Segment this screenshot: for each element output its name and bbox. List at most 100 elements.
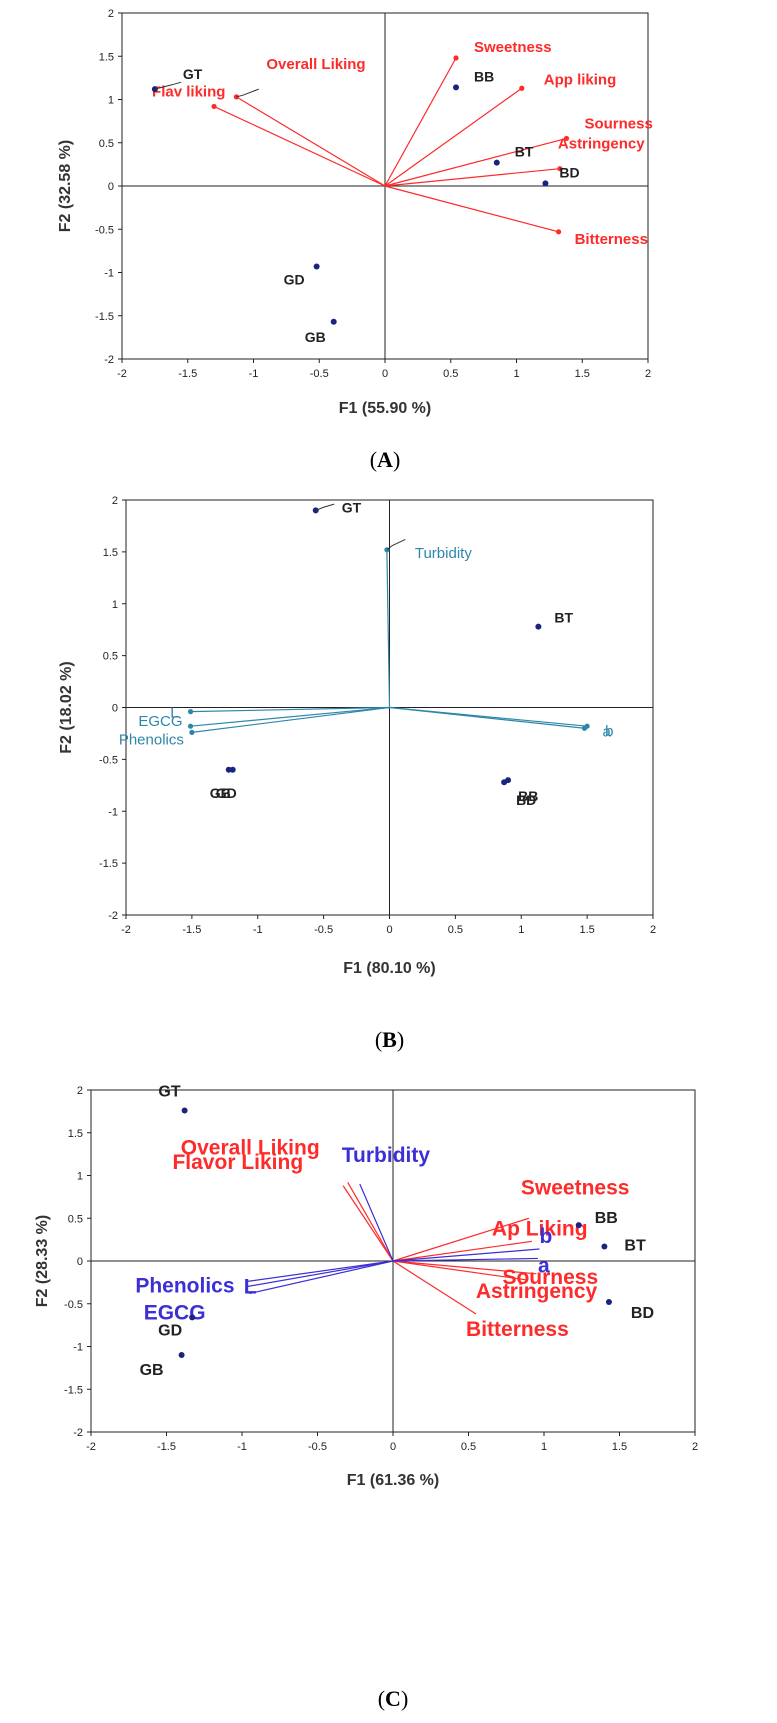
y-tick-label: -1: [73, 1342, 83, 1354]
vector-egcg: [190, 706, 390, 727]
x-tick-label: -1.5: [178, 368, 197, 380]
y-tick-label: -0.5: [99, 754, 118, 766]
y-tick-label: 2: [112, 495, 118, 507]
y-tick-label: -0.5: [64, 1299, 83, 1311]
observation-label-bd: BD: [559, 164, 579, 180]
observation-point-gd: [313, 263, 320, 270]
y-axis-title: F2 (28.33 %): [34, 1215, 51, 1307]
panel-caption-letter: B: [382, 1027, 397, 1052]
variable-label-flav-liking: Flav liking: [152, 83, 225, 100]
observation-point-bt: [535, 623, 542, 630]
observation-label-bb: BB: [518, 788, 538, 804]
x-tick-label: -1: [253, 924, 263, 936]
leader-line: [315, 503, 335, 511]
x-tick-label: 1.5: [575, 368, 590, 380]
x-tick-label: 1.5: [579, 924, 594, 936]
y-tick-label: 1: [108, 95, 114, 107]
x-tick-label: -1: [237, 1441, 247, 1453]
observation-label-gd: GD: [284, 271, 305, 287]
y-tick-label: -1.5: [64, 1384, 83, 1396]
observation-point-bd: [605, 1299, 612, 1306]
vector-b: [392, 1248, 540, 1262]
vector-a: [392, 1257, 538, 1262]
y-tick-label: 2: [77, 1085, 83, 1097]
observation-label-bb: BB: [474, 68, 494, 84]
x-tick-label: 1: [518, 924, 524, 936]
y-tick-label: 0: [77, 1256, 83, 1268]
y-tick-label: 1: [112, 599, 118, 611]
x-tick-label: 1: [541, 1441, 547, 1453]
observation-label-bt: BT: [554, 610, 573, 626]
x-tick-label: -2: [117, 368, 127, 380]
variable-label-phenolics: Phenolics: [135, 1275, 234, 1298]
variable-label-flavor-liking: Flavor Liking: [172, 1151, 303, 1174]
y-tick-label: 1.5: [103, 547, 118, 559]
y-tick-label: -1.5: [95, 311, 114, 323]
x-tick-label: -2: [86, 1441, 96, 1453]
observation-label-bd: BD: [516, 792, 536, 808]
variable-label-sweetness: Sweetness: [474, 39, 552, 56]
vector-egcg: [249, 1260, 394, 1295]
y-tick-label: 0.5: [103, 651, 118, 663]
y-tick-label: 1.5: [68, 1128, 83, 1140]
x-axis-title: F1 (61.36 %): [347, 1472, 439, 1489]
y-tick-label: 0: [108, 181, 114, 193]
observation-label-gt: GT: [158, 1084, 180, 1101]
y-axis-title: F2 (18.02 %): [58, 661, 75, 753]
panel-caption: (A): [370, 447, 401, 472]
observation-point-bt: [601, 1243, 608, 1250]
vector-l: [190, 706, 390, 713]
observation-point-bb: [575, 1222, 582, 1229]
vector-bitterness: [392, 1260, 477, 1315]
y-tick-label: 1.5: [99, 51, 114, 63]
vector-sweetness: [392, 1217, 530, 1262]
vector-bitterness: [384, 185, 559, 233]
x-tick-label: 1.5: [612, 1441, 627, 1453]
observation-point-gd: [189, 1314, 196, 1321]
x-tick-label: 0.5: [448, 924, 463, 936]
vector-astringency: [384, 168, 560, 187]
y-tick-label: -2: [108, 910, 118, 922]
observation-label-bt: BT: [515, 144, 534, 160]
x-axis-title: F1 (55.90 %): [339, 400, 431, 417]
vector-sourness: [384, 137, 567, 187]
vector-sourness: [392, 1260, 537, 1275]
y-tick-label: 0.5: [99, 138, 114, 150]
observation-point-gd: [229, 766, 236, 773]
observation-point-bd: [542, 180, 549, 187]
observation-point-gt: [181, 1107, 188, 1114]
variable-label-phenolics: Phenolics: [119, 731, 184, 748]
vector-tip-l: [187, 709, 194, 715]
vector-ap-liking: [392, 1240, 533, 1262]
vector-l: [246, 1260, 394, 1283]
y-tick-label: -1: [104, 268, 114, 280]
x-tick-label: 0: [382, 368, 388, 380]
variable-label-bitterness: Bitterness: [575, 231, 648, 248]
vector-phenolics: [246, 1260, 394, 1288]
vector-phenolics: [191, 706, 390, 733]
x-tick-label: -0.5: [308, 1441, 327, 1453]
variable-label-bitterness: Bitterness: [466, 1318, 569, 1341]
vector-turbidity: [386, 549, 391, 708]
x-tick-label: 0: [390, 1441, 396, 1453]
vector-tip-egcg: [187, 723, 194, 729]
observation-label-gd: GD: [216, 785, 237, 801]
panel-b: -2 -1.5 -1 -0.5 0 0.5 1 1.5 2 -2 -1.5 -1 -0.5 0 0.5 1 1.…: [58, 495, 656, 1052]
observation-label-gt: GT: [183, 66, 203, 82]
vector-astringency: [392, 1260, 526, 1281]
vector-tip-app-liking: [519, 85, 525, 91]
vector-b: [389, 706, 588, 727]
vector-sweetness: [384, 57, 457, 187]
observation-label-gb: GB: [305, 329, 326, 345]
vector-tip-astringency: [557, 166, 563, 172]
leader-line: [236, 88, 259, 98]
variable-label-a: a: [602, 723, 611, 740]
observation-label-gt: GT: [342, 499, 362, 515]
x-tick-label: 0.5: [443, 368, 458, 380]
variable-label-app-liking: App liking: [544, 71, 617, 88]
variable-label-overall-liking: Overall Liking: [266, 56, 365, 73]
variable-label-overall-liking: Overall Liking: [181, 1136, 320, 1159]
panel-a: -2 -1.5 -1 -0.5 0 0.5 1 1.5 2 -2 -1.5 -1 -0.5 0 0.5 1 1.…: [57, 8, 653, 472]
observation-label-gb: GB: [210, 785, 231, 801]
